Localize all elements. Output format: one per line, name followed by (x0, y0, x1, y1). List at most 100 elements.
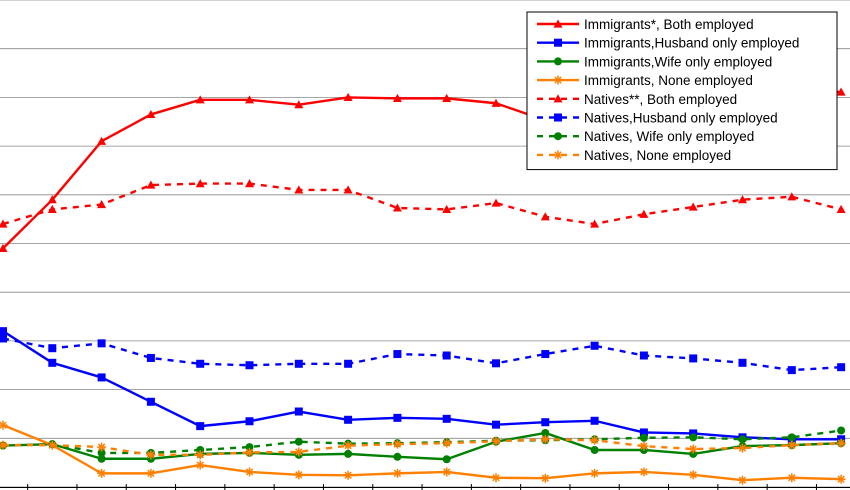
data-point (689, 354, 698, 363)
data-point (689, 433, 698, 442)
data-point (836, 87, 846, 96)
legend-marker (553, 75, 563, 85)
data-point (688, 202, 698, 211)
data-point (195, 460, 205, 470)
legend-marker (554, 38, 562, 47)
data-point (540, 473, 550, 483)
data-point (0, 420, 8, 430)
data-point (97, 136, 107, 145)
data-point (738, 475, 747, 485)
data-point (146, 180, 156, 189)
legend-marker (554, 132, 562, 141)
series-natives-wife-only-employed (0, 426, 846, 457)
data-point (540, 212, 550, 221)
data-point (393, 413, 402, 422)
data-point (294, 437, 303, 446)
legend-marker (553, 150, 563, 160)
data-point (195, 95, 205, 104)
data-point (590, 219, 600, 228)
data-point (195, 179, 205, 188)
data-point (492, 420, 500, 429)
series-line (2, 424, 842, 482)
data-point (294, 407, 303, 416)
data-point (541, 350, 550, 359)
series-line (3, 438, 842, 457)
data-point (541, 418, 550, 427)
series-natives-husband-only-employed (0, 334, 846, 375)
data-point (442, 414, 451, 423)
legend-label: Immigrants, None employed (584, 73, 753, 88)
data-point (47, 204, 57, 214)
data-point (541, 428, 550, 437)
data-point (196, 359, 205, 368)
data-point (442, 93, 452, 102)
data-point (836, 204, 846, 214)
data-point (738, 358, 747, 367)
data-point (146, 468, 156, 478)
legend-entry: Immigrants*, Both employed (537, 17, 754, 32)
data-point (146, 109, 156, 119)
data-point (0, 440, 8, 450)
data-point (837, 426, 846, 435)
data-point (590, 416, 599, 425)
legend: Immigrants*, Both employed Immigrants,Hus… (526, 11, 838, 171)
data-point (787, 440, 797, 450)
data-point (392, 93, 402, 102)
data-point (97, 454, 106, 463)
data-point (245, 467, 254, 477)
data-point (787, 433, 796, 442)
data-point (343, 185, 353, 194)
legend-label: Immigrants,Wife only employed (584, 54, 772, 69)
data-point (540, 434, 550, 444)
data-point (787, 473, 797, 483)
legend-marker (554, 57, 562, 66)
legend-label: Natives, None employed (584, 148, 731, 163)
series-natives-none-employed (0, 434, 846, 460)
data-point (294, 359, 303, 368)
data-point (196, 422, 205, 431)
series-immigrants-none-employed (0, 420, 846, 485)
data-point (344, 449, 353, 458)
data-point (442, 204, 452, 214)
legend-label: Natives,Husband only employed (584, 111, 778, 126)
data-point (392, 439, 402, 449)
data-point (343, 470, 353, 480)
data-point (47, 440, 57, 450)
data-point (146, 450, 156, 460)
series-line (2, 182, 842, 226)
data-point (639, 209, 649, 218)
data-point (442, 455, 451, 464)
legend-marker (553, 19, 563, 28)
data-point (97, 468, 107, 478)
data-point (245, 95, 254, 104)
data-point (491, 98, 501, 107)
data-point (491, 436, 501, 446)
data-point (491, 198, 501, 207)
data-point (639, 441, 649, 451)
data-point (639, 433, 648, 442)
data-point (97, 339, 106, 348)
data-point (738, 195, 747, 204)
series-immigrants-husband-only-employed (0, 327, 846, 444)
data-point (294, 185, 304, 194)
series-immigrants-wife-only-employed (0, 428, 846, 464)
data-point (343, 92, 353, 101)
data-point (245, 447, 254, 457)
data-point (393, 452, 402, 461)
series-line (2, 431, 842, 461)
data-point (97, 373, 106, 382)
data-point (195, 450, 205, 460)
legend-entry: Immigrants,Husband only employed (537, 36, 799, 51)
data-point (0, 334, 7, 343)
legend-entry: Immigrants, None employed (537, 73, 753, 88)
data-point (639, 467, 649, 477)
data-point (48, 344, 57, 353)
data-point (837, 363, 846, 372)
data-point (442, 438, 452, 448)
x-axis (0, 484, 850, 490)
data-point (294, 447, 304, 457)
data-point (590, 341, 599, 350)
data-point (836, 474, 846, 484)
data-point (738, 443, 747, 453)
series-line (2, 330, 842, 441)
